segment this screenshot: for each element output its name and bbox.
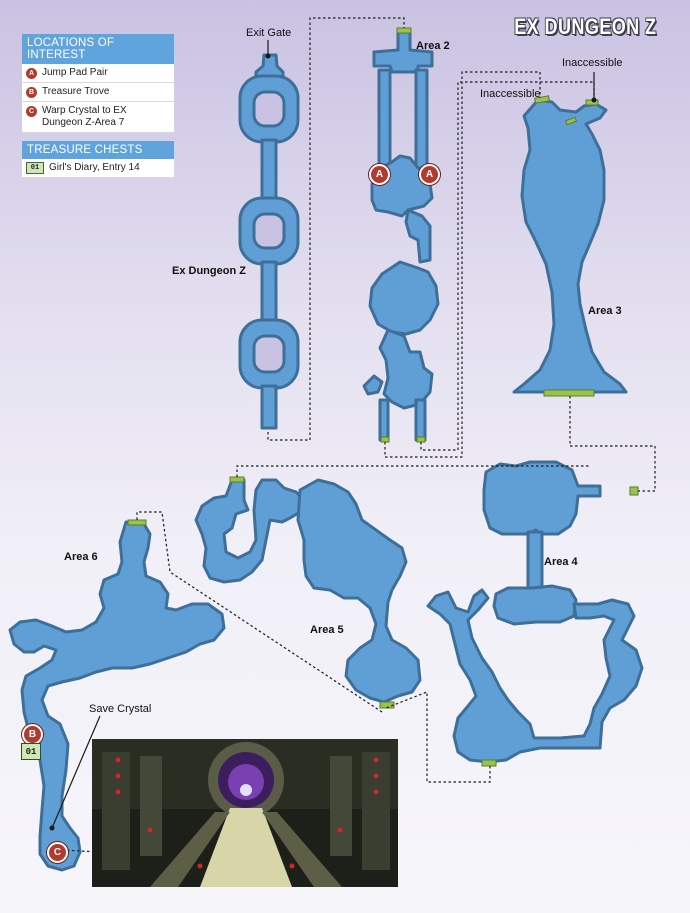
legend-header: TREASURE CHESTS (22, 141, 174, 159)
ex-dungeon-z-label: Ex Dungeon Z (172, 265, 246, 277)
exit-markers (127, 27, 639, 767)
marker-c: C (47, 842, 68, 863)
area-4-label: Area 4 (544, 556, 578, 568)
marker-c-badge: C (26, 106, 37, 117)
area-3-room (512, 98, 628, 394)
legend-row: C Warp Crystal to EX Dungeon Z-Area 7 (22, 102, 174, 133)
area-6-room (8, 520, 226, 872)
legend-row: B Treasure Trove (22, 83, 174, 102)
marker-a-right: A (419, 164, 440, 185)
area-4-room (426, 460, 644, 764)
inaccessible-label-2: Inaccessible (562, 57, 623, 69)
legend-locations-of-interest: LOCATIONS OF INTEREST A Jump Pad Pair B … (22, 34, 174, 133)
legend-row: 01 Girl's Diary, Entry 14 (22, 159, 174, 178)
area-2-label: Area 2 (416, 40, 450, 52)
leader-lines (51, 40, 595, 829)
legend-label: Warp Crystal to EX Dungeon Z-Area 7 (42, 105, 127, 128)
marker-a-badge: A (26, 68, 37, 79)
legend-label: Treasure Trove (42, 86, 110, 97)
chest-01-marker: 01 (21, 743, 41, 760)
legend-label: Girl's Diary, Entry 14 (49, 162, 140, 173)
save-crystal-label: Save Crystal (89, 703, 152, 715)
marker-b: B (22, 724, 43, 745)
legend-row: A Jump Pad Pair (22, 64, 174, 83)
area-5-label: Area 5 (310, 624, 344, 636)
inaccessible-label-1: Inaccessible (480, 88, 541, 100)
legend-header: LOCATIONS OF INTEREST (22, 34, 174, 64)
area-3-label: Area 3 (588, 305, 622, 317)
area-2-room (362, 28, 440, 442)
marker-a-left: A (369, 164, 390, 185)
legend-label: Jump Pad Pair (42, 67, 108, 78)
area-6-label: Area 6 (64, 551, 98, 563)
marker-b-badge: B (26, 87, 37, 98)
exit-gate-label: Exit Gate (246, 27, 292, 39)
chest-01-badge: 01 (26, 162, 44, 174)
legend-treasure-chests: TREASURE CHESTS 01 Girl's Diary, Entry 1… (22, 141, 174, 178)
area-5-room (194, 478, 422, 704)
save-crystal-screenshot (92, 739, 398, 887)
map-title: EX DUNGEON Z (513, 14, 656, 39)
